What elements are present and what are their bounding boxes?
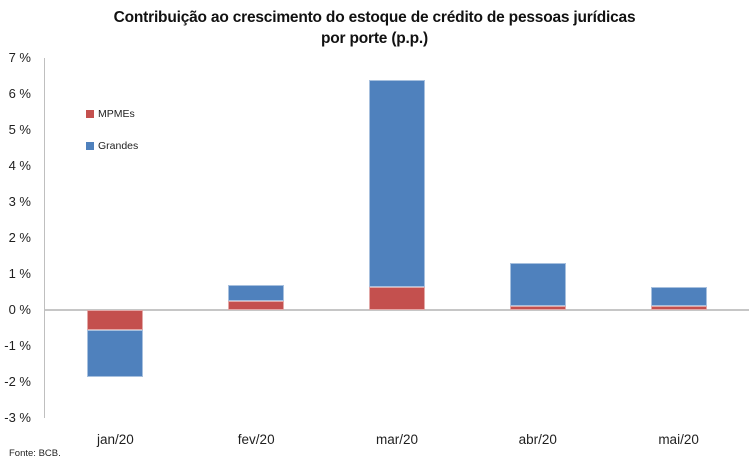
- bar-segment: [650, 286, 707, 307]
- bar-segment: [87, 329, 144, 377]
- y-tick-label: -1 %: [4, 338, 31, 353]
- bar-segment: [650, 306, 707, 310]
- y-tick-label: 1 %: [8, 266, 31, 281]
- bar-segment: [369, 286, 425, 310]
- zero-gridline: [45, 309, 749, 311]
- y-tick-label: -3 %: [4, 410, 31, 425]
- y-tick-label: 5 %: [8, 122, 31, 137]
- y-tick-label: 7 %: [8, 50, 31, 65]
- y-tick-label: 2 %: [8, 230, 31, 245]
- x-axis-label: mai/20: [658, 432, 699, 447]
- x-axis-label: fev/20: [237, 432, 275, 447]
- chart-title: Contribuição ao crescimento do estoque d…: [0, 7, 749, 49]
- chart-title-line1: Contribuição ao crescimento do estoque d…: [113, 9, 636, 26]
- bar-segment: [228, 284, 285, 301]
- x-axis-label: abr/20: [518, 432, 557, 447]
- legend-label: MPMEs: [98, 108, 135, 120]
- chart-title-line2: por porte (p.p.): [320, 30, 428, 47]
- legend-item: Grandes: [86, 140, 138, 152]
- y-axis-line: [44, 58, 45, 418]
- legend-item: MPMEs: [86, 108, 135, 120]
- bar-segment: [509, 263, 566, 307]
- source-note: Fonte: BCB.: [9, 448, 61, 459]
- bar-segment: [87, 310, 144, 330]
- y-tick-label: 6 %: [8, 86, 31, 101]
- x-axis-label: mar/20: [375, 432, 418, 447]
- legend-swatch: [86, 142, 94, 150]
- legend-swatch: [86, 110, 94, 118]
- legend-label: Grandes: [98, 140, 139, 152]
- y-tick-label: 4 %: [8, 158, 31, 173]
- y-tick-label: -2 %: [4, 374, 31, 389]
- bar-segment: [509, 306, 566, 310]
- bar-segment: [369, 79, 425, 287]
- bar-segment: [228, 301, 285, 310]
- x-axis-label: jan/20: [97, 432, 134, 447]
- y-tick-label: 3 %: [8, 194, 31, 209]
- y-tick-label: 0 %: [8, 302, 31, 317]
